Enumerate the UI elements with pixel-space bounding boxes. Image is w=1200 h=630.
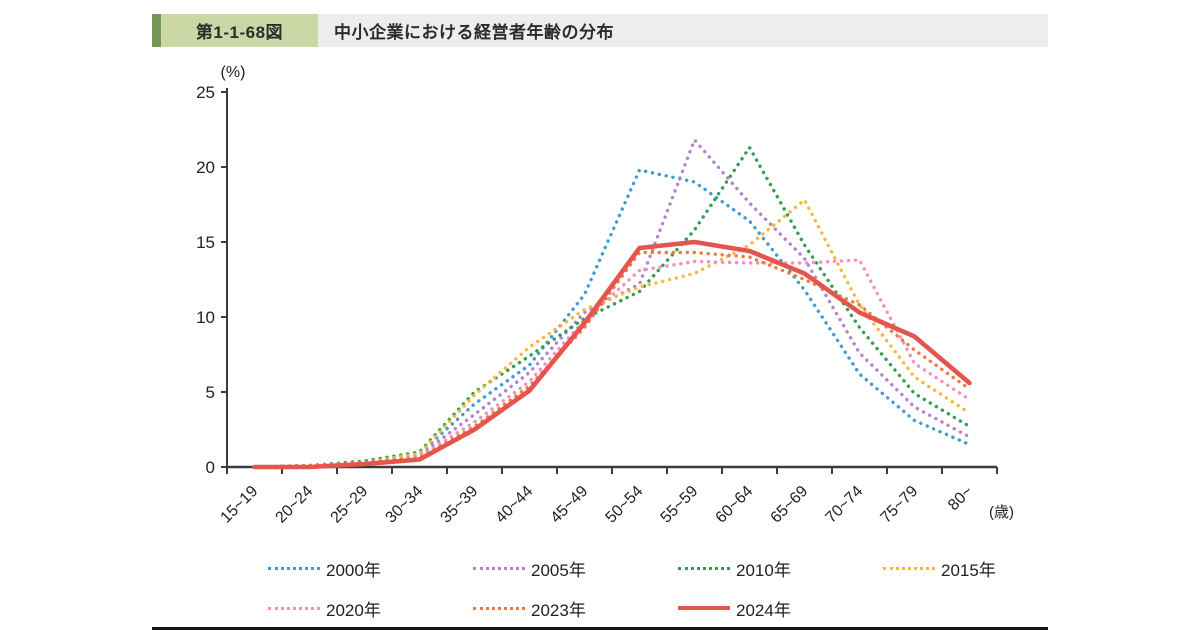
y-tick-label: 10 — [196, 308, 215, 327]
series-line-0 — [252, 168, 972, 469]
legend-label-3: 2015年 — [941, 560, 996, 580]
legend-item-0: 2000年 — [268, 556, 473, 580]
legend-swatch-1 — [473, 566, 525, 570]
legend-label-1: 2005年 — [531, 560, 586, 580]
x-axis-unit-label: (歳) — [989, 504, 1014, 521]
figure-title: 中小企業における経営者年齢の分布 — [318, 14, 1048, 47]
legend-item-4: 2020年 — [268, 596, 473, 620]
legend-label-0: 2000年 — [326, 560, 381, 580]
legend-item-5: 2023年 — [473, 596, 678, 620]
legend-swatch-0 — [268, 566, 320, 570]
legend-item-6: 2024年 — [678, 596, 883, 620]
header-accent-bar — [152, 14, 161, 47]
legend-swatch-6 — [678, 606, 730, 610]
figure-header: 第1-1-68図 中小企業における経営者年齢の分布 — [152, 14, 1048, 47]
legend-item-2: 2010年 — [678, 556, 883, 580]
legend-swatch-5 — [473, 606, 525, 610]
legend-row-1: 2000年 2005年 2010年 2015年 — [268, 556, 1148, 580]
y-tick-label: 0 — [206, 458, 215, 477]
x-axis-label: 55~59 — [658, 483, 702, 527]
legend-swatch-3 — [883, 566, 935, 570]
x-axis-label: 15~19 — [218, 483, 262, 527]
x-axis-label: 25~29 — [328, 483, 372, 527]
x-axis-label: 50~54 — [603, 483, 647, 527]
y-tick-label: 5 — [206, 383, 215, 402]
x-axis-label: 80~ — [945, 483, 976, 514]
x-axis-label: 35~39 — [438, 483, 482, 527]
legend-row-2: 2020年 2023年 2024年 — [268, 596, 1148, 620]
x-axis-label: 40~44 — [493, 483, 537, 527]
x-axis-label: 30~34 — [383, 483, 427, 527]
y-tick-label: 25 — [196, 83, 215, 102]
y-tick-label: 15 — [196, 233, 215, 252]
y-axis-unit-label: (%) — [221, 64, 246, 81]
x-axis-label: 70~74 — [823, 483, 867, 527]
bottom-border — [152, 627, 1048, 630]
legend-label-4: 2020年 — [326, 600, 381, 620]
legend-label-5: 2023年 — [531, 600, 586, 620]
series-line-3 — [252, 198, 972, 469]
series-line-1 — [252, 138, 972, 469]
legend-label-2: 2010年 — [736, 560, 791, 580]
figure-number-label: 第1-1-68図 — [161, 14, 318, 47]
series-line-4 — [252, 258, 972, 469]
y-tick-label: 20 — [196, 158, 215, 177]
legend-label-6: 2024年 — [736, 600, 791, 620]
x-axis-label: 20~24 — [273, 483, 317, 527]
x-axis-label: 45~49 — [548, 483, 592, 527]
x-axis-label: 60~64 — [713, 483, 757, 527]
legend-item-3: 2015年 — [883, 556, 1088, 580]
legend-swatch-2 — [678, 566, 730, 570]
legend-swatch-4 — [268, 606, 320, 610]
x-axis-label: 65~69 — [768, 483, 812, 527]
legend-item-1: 2005年 — [473, 556, 678, 580]
x-axis-label: 75~79 — [878, 483, 922, 527]
series-line-6 — [252, 239, 972, 470]
